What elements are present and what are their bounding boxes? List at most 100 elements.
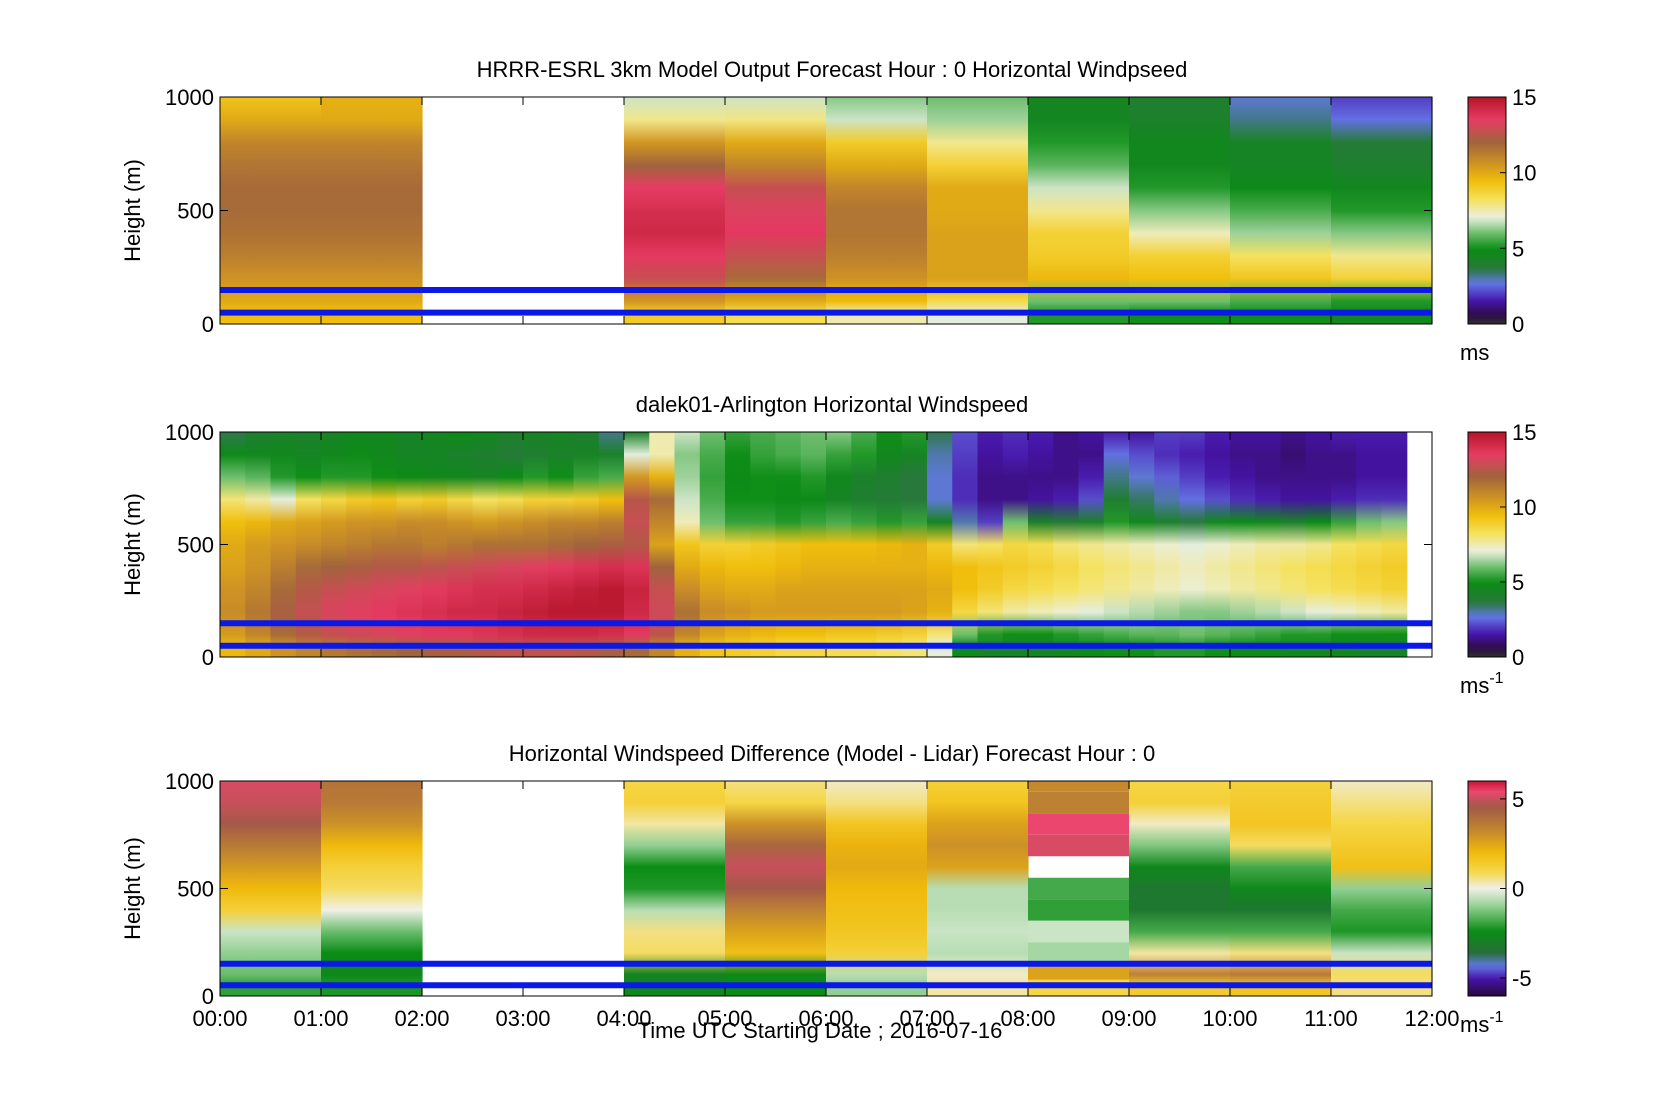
lidar-profile-39	[1179, 432, 1206, 657]
model-column-5	[624, 97, 726, 324]
x-tick-label: 00:00	[192, 1006, 247, 1031]
lidar-profile-11	[472, 432, 499, 657]
lidar-profile-37	[1129, 432, 1155, 657]
lidar-profile-40	[1204, 432, 1231, 657]
lidar-profile-10	[447, 432, 474, 657]
lidar-profile-46	[1356, 432, 1383, 657]
colorbar	[1467, 96, 1507, 325]
lidar-profile-30	[952, 432, 979, 657]
x-tick-label: 06:00	[798, 1006, 853, 1031]
colorbar-tick-label: 0	[1512, 877, 1524, 902]
model-column-12	[1331, 97, 1433, 324]
colorbar	[1467, 431, 1507, 658]
colorbar-tick-label: 15	[1512, 85, 1536, 110]
colorbar-tick-label: 5	[1512, 787, 1524, 812]
lidar-profile-3	[270, 432, 297, 657]
lidar-profile-26	[851, 432, 878, 657]
lidar-profile-15	[573, 432, 600, 657]
x-tick-label: 11:00	[1304, 1006, 1357, 1031]
y-axis-label: Height (m)	[120, 837, 145, 940]
lidar-profile-4	[295, 432, 322, 657]
y-tick-label: 1000	[165, 420, 214, 445]
model-column-1	[220, 97, 322, 324]
model-column-8	[927, 781, 1029, 996]
colorbar-tick-label: 5	[1512, 236, 1524, 261]
lidar-profile-28	[901, 432, 928, 657]
model-column-9-band	[1028, 834, 1130, 857]
panel-title: Horizontal Windspeed Difference (Model -…	[509, 741, 1155, 766]
colorbar-unit: ms-1	[1460, 1009, 1504, 1037]
lidar-profile-16	[598, 432, 625, 657]
model-column-9-band	[1028, 781, 1130, 792]
model-column-9-band	[1028, 942, 1130, 964]
panel-3: 00:00 01:00 02:00 03:00 04:00 05:00 06:00 07:00…	[120, 741, 1532, 1037]
colorbar-tick-label: 10	[1512, 495, 1536, 520]
model-column-9-band	[1028, 963, 1130, 980]
model-column-8	[927, 97, 1029, 324]
colorbar-unit-superscript: -1	[1489, 1009, 1503, 1026]
lidar-profile-23	[775, 432, 802, 657]
lidar-profile-44	[1305, 432, 1332, 657]
model-column-2	[321, 97, 423, 324]
colorbar-tick-label: 15	[1512, 420, 1536, 445]
lidar-profile-24	[800, 432, 827, 657]
x-tick-label: 02:00	[394, 1006, 449, 1031]
lidar-profile-31	[977, 432, 1004, 657]
y-tick-label: 500	[177, 533, 214, 558]
y-tick-label: 0	[202, 645, 214, 670]
lidar-profile-22	[750, 432, 777, 657]
colorbar-unit: ms	[1460, 340, 1489, 365]
colorbar-unit: ms-1	[1460, 670, 1504, 698]
x-tick-label: 09:00	[1101, 1006, 1156, 1031]
lidar-profile-33	[1028, 432, 1054, 657]
model-column-9-band	[1028, 791, 1130, 814]
lidar-profile-13	[523, 432, 549, 657]
colorbar-unit-superscript: -1	[1489, 670, 1503, 687]
y-tick-label: 0	[202, 312, 214, 337]
lidar-profile-34	[1053, 432, 1080, 657]
lidar-profile-42	[1255, 432, 1282, 657]
y-tick-label: 0	[202, 984, 214, 1009]
lidar-profile-9	[422, 432, 448, 657]
lidar-profile-21	[725, 432, 751, 657]
lidar-profile-8	[396, 432, 423, 657]
lidar-profile-2	[245, 432, 272, 657]
x-tick-label: 10:00	[1202, 1006, 1257, 1031]
lidar-profile-17	[624, 432, 650, 657]
lidar-profile-32	[1002, 432, 1029, 657]
lidar-profile-36	[1103, 432, 1130, 657]
y-tick-label: 500	[177, 877, 214, 902]
panel-2: 0 500 1000 Height (m) dalek01-Arlington Hori…	[120, 392, 1536, 698]
panel-title: HRRR-ESRL 3km Model Output Forecast Hour…	[477, 57, 1188, 82]
model-column-11	[1230, 97, 1332, 324]
lidar-profile-27	[876, 432, 903, 657]
model-column-12	[1331, 781, 1433, 996]
lidar-profile-41	[1230, 432, 1256, 657]
panel-title: dalek01-Arlington Horizontal Windspeed	[636, 392, 1029, 417]
lidar-profile-25	[826, 432, 852, 657]
x-tick-label: 08:00	[1000, 1006, 1055, 1031]
x-tick-label: 12:00	[1404, 1006, 1459, 1031]
model-column-1	[220, 781, 322, 996]
lidar-profile-12	[497, 432, 524, 657]
lidar-profile-35	[1078, 432, 1105, 657]
model-column-10	[1129, 781, 1231, 996]
colorbar	[1467, 780, 1507, 997]
model-column-9-band	[1028, 920, 1130, 943]
lidar-profile-18	[649, 432, 676, 657]
lidar-profile-20	[699, 432, 726, 657]
model-column-9-band	[1028, 813, 1130, 835]
model-column-7	[826, 97, 928, 324]
lidar-profile-38	[1154, 432, 1181, 657]
lidar-profile-6	[346, 432, 373, 657]
colorbar-tick-label: 0	[1512, 645, 1524, 670]
lidar-profile-7	[371, 432, 398, 657]
colorbar-tick-label: 10	[1512, 161, 1536, 186]
y-tick-label: 1000	[165, 769, 214, 794]
x-tick-label: 03:00	[495, 1006, 550, 1031]
model-column-5	[624, 781, 726, 996]
x-tick-label: 01:00	[293, 1006, 348, 1031]
model-column-9-band	[1028, 877, 1130, 900]
lidar-profile-14	[548, 432, 575, 657]
